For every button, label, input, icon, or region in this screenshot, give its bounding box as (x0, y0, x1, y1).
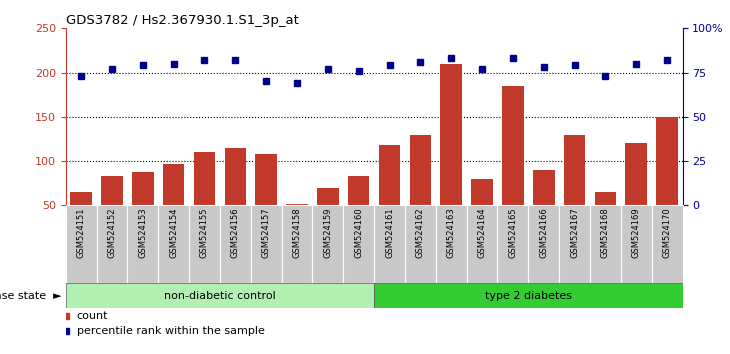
Text: GSM524157: GSM524157 (261, 208, 271, 258)
Bar (595, 192, 616, 250)
Text: GSM524166: GSM524166 (539, 208, 548, 258)
Bar (502, 86, 523, 250)
Bar (656, 117, 678, 250)
Bar (590, 205, 620, 283)
Bar (348, 176, 369, 250)
Text: GSM524162: GSM524162 (416, 208, 425, 258)
Bar (374, 283, 683, 308)
Bar (70, 192, 92, 250)
Bar (498, 205, 529, 283)
Text: percentile rank within the sample: percentile rank within the sample (77, 326, 265, 336)
Text: GSM524161: GSM524161 (385, 208, 394, 258)
Bar (652, 205, 683, 283)
Bar (128, 205, 158, 283)
Bar (193, 152, 215, 250)
Text: GSM524160: GSM524160 (354, 208, 364, 258)
Text: type 2 diabetes: type 2 diabetes (485, 291, 572, 301)
Bar (343, 205, 374, 283)
Bar (440, 64, 462, 250)
Bar (286, 204, 308, 250)
Bar (158, 205, 189, 283)
Bar (466, 205, 498, 283)
Bar (317, 188, 339, 250)
Bar (472, 179, 493, 250)
Text: GSM524170: GSM524170 (663, 208, 672, 258)
Text: GSM524154: GSM524154 (169, 208, 178, 258)
Text: GSM524167: GSM524167 (570, 208, 579, 258)
Bar (374, 205, 405, 283)
Bar (564, 135, 585, 250)
Text: count: count (77, 312, 108, 321)
Bar (436, 205, 466, 283)
Bar (312, 205, 343, 283)
Text: GSM524155: GSM524155 (200, 208, 209, 258)
Bar (282, 205, 312, 283)
Text: disease state  ►: disease state ► (0, 291, 62, 301)
Bar (620, 205, 652, 283)
Text: GSM524158: GSM524158 (293, 208, 301, 258)
Bar (101, 176, 123, 250)
Bar (533, 170, 555, 250)
Text: GDS3782 / Hs2.367930.1.S1_3p_at: GDS3782 / Hs2.367930.1.S1_3p_at (66, 14, 299, 27)
Bar (379, 145, 400, 250)
Text: GSM524152: GSM524152 (107, 208, 117, 258)
Text: GSM524163: GSM524163 (447, 208, 456, 258)
Text: GSM524151: GSM524151 (77, 208, 85, 258)
Bar (66, 283, 374, 308)
Text: GSM524168: GSM524168 (601, 208, 610, 258)
Bar (225, 148, 246, 250)
Bar (96, 205, 128, 283)
Bar (251, 205, 282, 283)
Text: GSM524159: GSM524159 (323, 208, 332, 258)
Bar (163, 164, 185, 250)
Text: GSM524164: GSM524164 (477, 208, 487, 258)
Bar (410, 135, 431, 250)
Text: GSM524165: GSM524165 (508, 208, 518, 258)
Bar (66, 205, 96, 283)
Bar (559, 205, 590, 283)
Bar (220, 205, 251, 283)
Bar (132, 172, 153, 250)
Text: GSM524156: GSM524156 (231, 208, 240, 258)
Bar (529, 205, 559, 283)
Text: GSM524169: GSM524169 (631, 208, 641, 258)
Bar (255, 154, 277, 250)
Bar (189, 205, 220, 283)
Bar (626, 143, 647, 250)
Text: GSM524153: GSM524153 (138, 208, 147, 258)
Text: non-diabetic control: non-diabetic control (164, 291, 276, 301)
Bar (405, 205, 436, 283)
